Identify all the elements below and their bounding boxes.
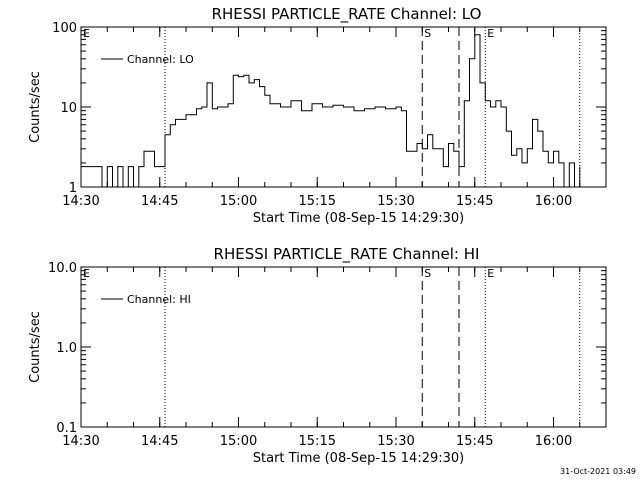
y-tick-label: 1.0 xyxy=(56,341,77,356)
y-tick-label: 10.0 xyxy=(48,261,77,276)
y-tick-label: 10 xyxy=(60,101,77,116)
y-tick-label: 1 xyxy=(69,181,77,196)
marker-label: S xyxy=(424,27,431,40)
legend-label: Channel: LO xyxy=(127,53,194,66)
y-tick-label: 0.1 xyxy=(56,421,77,436)
plot-frame xyxy=(80,266,607,428)
x-tick-label: 14:30 xyxy=(62,434,99,449)
marker-label: E xyxy=(487,27,494,40)
chart-title: RHESSI PARTICLE_RATE Channel: LO xyxy=(212,5,482,24)
x-tick-label: 16:00 xyxy=(535,194,572,209)
marker-label: E xyxy=(487,267,494,280)
x-tick-label: 15:45 xyxy=(456,434,493,449)
x-tick-label: 15:00 xyxy=(220,194,257,209)
x-tick-label: 14:45 xyxy=(141,434,178,449)
marker-label: E xyxy=(83,267,90,280)
x-tick-label: 16:00 xyxy=(535,434,572,449)
chart-title: RHESSI PARTICLE_RATE Channel: HI xyxy=(214,245,480,264)
hi-channel-panel: RHESSI PARTICLE_RATE Channel: HI 0.1 1.0 10… xyxy=(28,245,607,466)
y-tick-label: 100 xyxy=(52,21,77,36)
x-tick-label: 15:00 xyxy=(220,434,257,449)
x-axis-label: Start Time (08-Sep-15 14:29:30) xyxy=(253,451,464,466)
x-tick-label: 15:15 xyxy=(299,434,336,449)
marker-label: S xyxy=(424,267,431,280)
y-axis-label: Counts/sec xyxy=(28,311,43,383)
y-axis-label: Counts/sec xyxy=(28,71,43,143)
x-tick-label: 14:45 xyxy=(141,194,178,209)
x-tick-label: 14:30 xyxy=(62,194,99,209)
marker-label: E xyxy=(83,27,90,40)
legend-label: Channel: HI xyxy=(127,293,191,306)
x-tick-label: 15:15 xyxy=(299,194,336,209)
x-axis-label: Start Time (08-Sep-15 14:29:30) xyxy=(253,211,464,226)
generation-timestamp: 31-Oct-2021 03:49 xyxy=(560,467,636,476)
lo-channel-panel: RHESSI PARTICLE_RATE Channel: LO 1 10 100 14… xyxy=(28,5,607,226)
series-line-lo xyxy=(81,34,581,188)
x-tick-label: 15:45 xyxy=(456,194,493,209)
x-tick-label: 15:30 xyxy=(377,194,414,209)
x-tick-label: 15:30 xyxy=(377,434,414,449)
